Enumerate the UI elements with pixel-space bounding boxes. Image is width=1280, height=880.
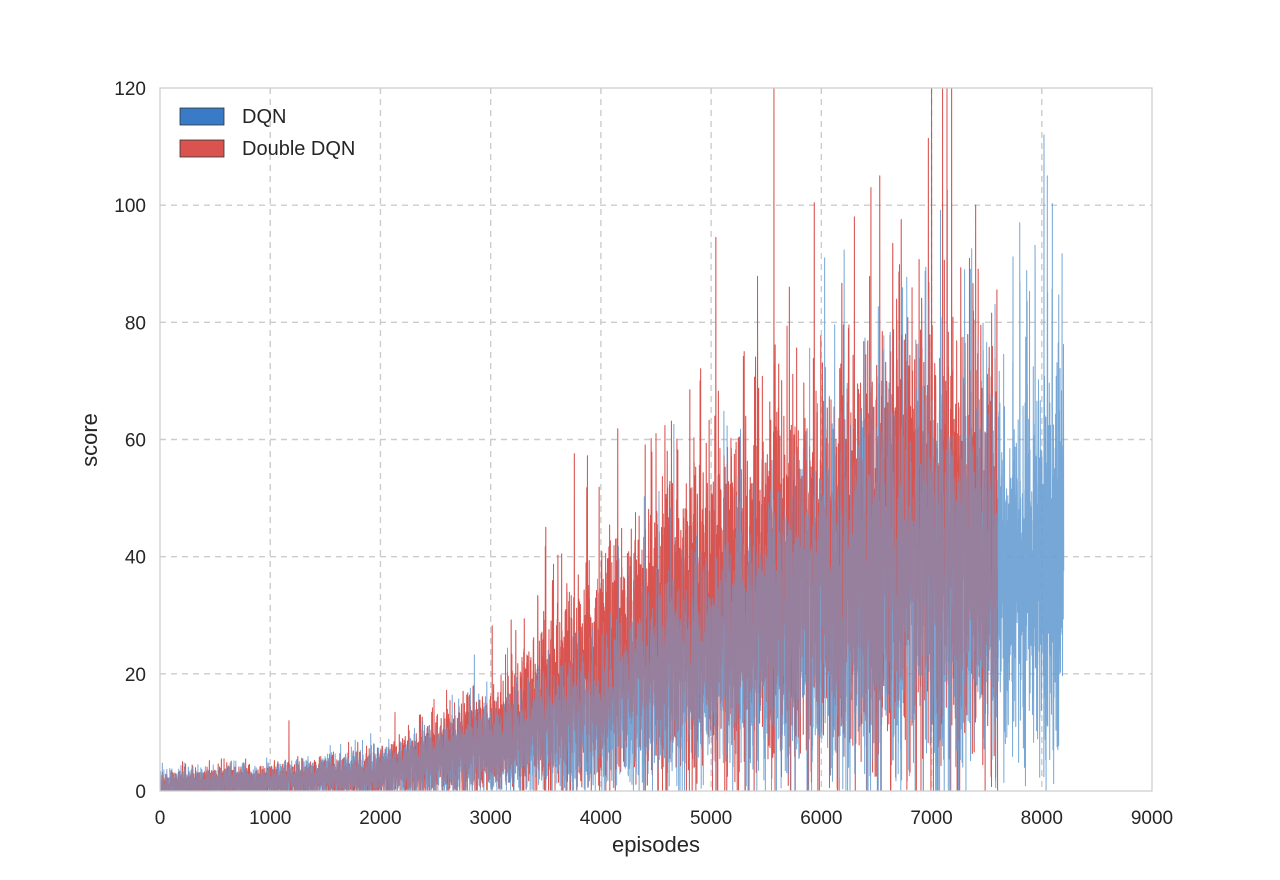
x-axis-title: episodes [612, 832, 700, 857]
series-line-double-dqn-overlay [160, 88, 999, 791]
plot-area [160, 88, 1065, 791]
x-tick-label: 7000 [910, 808, 952, 829]
series-line-dqn [160, 134, 1065, 791]
x-tick-label: 4000 [580, 808, 622, 829]
y-tick-label: 120 [114, 79, 146, 100]
x-tick-label: 9000 [1131, 808, 1173, 829]
y-tick-label: 40 [125, 548, 146, 569]
y-tick-label: 100 [114, 196, 146, 217]
y-tick-label: 80 [125, 313, 146, 334]
x-tick-label: 6000 [800, 808, 842, 829]
legend-label-dqn: DQN [242, 106, 286, 128]
y-tick-label: 0 [135, 782, 146, 803]
y-tick-label: 60 [125, 431, 146, 452]
y-axis-title: score [77, 413, 102, 467]
y-tick-label: 20 [125, 665, 146, 686]
legend: DQN Double DQN [179, 106, 355, 160]
y-axis-ticks: 0 20 40 60 80 100 120 [114, 79, 146, 803]
x-tick-label: 1000 [249, 808, 291, 829]
legend-swatch-double-dqn [179, 139, 225, 158]
x-tick-label: 3000 [470, 808, 512, 829]
legend-label-double-dqn: Double DQN [242, 138, 355, 160]
x-axis-ticks: 0 1000 2000 3000 4000 5000 6000 7000 8000 9000 [155, 808, 1173, 829]
x-tick-label: 8000 [1021, 808, 1063, 829]
plot-frame [159, 87, 1153, 792]
legend-swatch-dqn [179, 107, 225, 126]
x-tick-label: 5000 [690, 808, 732, 829]
x-tick-label: 2000 [359, 808, 401, 829]
x-tick-label: 0 [155, 808, 166, 829]
